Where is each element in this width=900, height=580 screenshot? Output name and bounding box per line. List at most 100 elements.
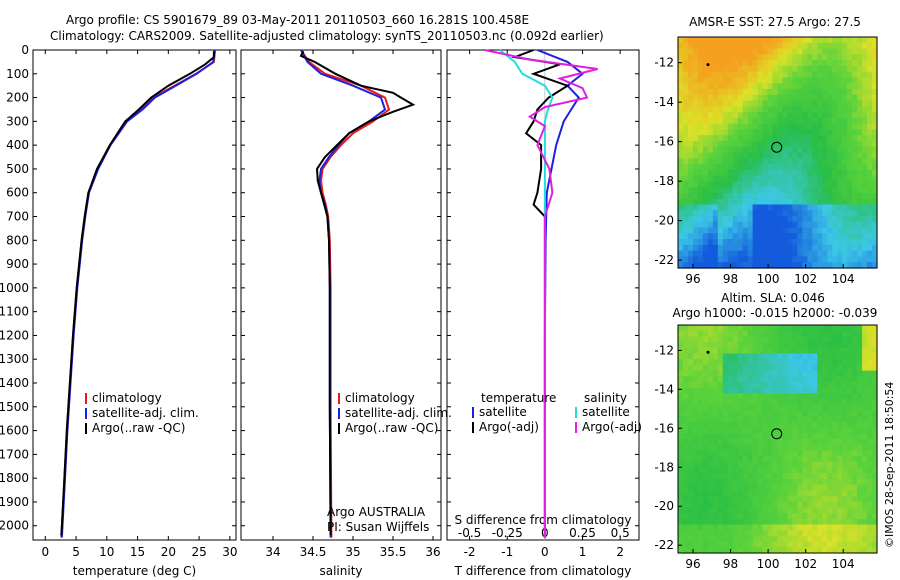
map-cell <box>802 100 808 107</box>
map-cell <box>707 210 714 217</box>
map-cell <box>752 152 759 159</box>
map-cell <box>727 112 734 119</box>
map-cell <box>817 192 823 200</box>
map-cell <box>832 112 838 119</box>
map-cell <box>732 77 739 84</box>
map-cell <box>787 169 794 177</box>
map-cell <box>807 146 813 154</box>
map-cell <box>692 48 699 55</box>
map-cell <box>727 524 734 531</box>
map-cell <box>757 262 764 269</box>
map-cell <box>752 473 759 480</box>
map-cell <box>817 129 823 136</box>
map-cell <box>722 210 729 217</box>
map-cell <box>722 530 729 537</box>
map-cell <box>697 393 704 400</box>
map-cell <box>782 507 789 514</box>
map-cell <box>777 336 784 343</box>
map-cell <box>822 227 828 234</box>
map-cell <box>732 421 739 429</box>
map-cell <box>817 387 823 394</box>
map-cell <box>857 152 863 159</box>
map-cell <box>777 347 784 355</box>
map-cell <box>747 473 754 480</box>
map-cell <box>867 65 873 73</box>
map-cell <box>802 244 808 252</box>
map-cell <box>732 524 739 531</box>
map-cell <box>797 123 803 131</box>
map-cell <box>812 364 818 372</box>
map-cell <box>872 216 878 223</box>
map-cell <box>702 112 709 119</box>
map-cell <box>737 221 744 229</box>
map-cell <box>837 530 843 537</box>
map-cell <box>697 439 704 446</box>
map-cell <box>767 478 774 486</box>
map-cell <box>822 181 828 188</box>
x-tick-label: 15 <box>130 545 145 559</box>
map-cell <box>842 175 848 182</box>
map-cell <box>847 513 853 520</box>
map-cell <box>777 239 784 246</box>
map-cell <box>682 169 689 177</box>
map-cell <box>707 250 714 258</box>
map-cell <box>837 135 843 142</box>
map-cell <box>678 433 684 440</box>
map-cell <box>712 192 719 200</box>
map-cell <box>712 204 719 211</box>
map-cell <box>727 507 734 514</box>
map-cell <box>847 54 853 61</box>
map-cell <box>842 456 848 463</box>
map-cell <box>752 325 759 332</box>
map-cell <box>867 427 873 434</box>
map-cell <box>842 325 848 332</box>
map-cell <box>712 473 719 480</box>
map-cell <box>747 541 754 548</box>
map-cell <box>687 37 694 44</box>
map-cell <box>687 181 694 188</box>
map-cell <box>757 227 764 234</box>
map-cell <box>742 83 749 90</box>
map-cell <box>832 359 838 366</box>
map-cell <box>802 88 808 96</box>
map-cell <box>842 393 848 400</box>
map-cell <box>687 88 694 96</box>
map-cell <box>717 353 724 360</box>
map-cell <box>787 325 794 332</box>
map-cell <box>757 77 764 84</box>
map-cell <box>762 198 769 206</box>
map-cell <box>707 112 714 119</box>
map-cell <box>842 187 848 194</box>
map-cell <box>742 210 749 217</box>
map-cell <box>822 535 828 543</box>
map-cell <box>862 77 868 84</box>
map-cell <box>852 158 858 165</box>
map-cell <box>822 439 828 446</box>
map-cell <box>737 65 744 73</box>
map-cell <box>772 112 779 119</box>
map-cell <box>837 244 843 252</box>
map-cell <box>727 325 734 332</box>
map-cell <box>752 77 759 84</box>
map-cell <box>697 342 704 349</box>
map-cell <box>837 387 843 394</box>
map-cell <box>812 204 818 211</box>
map-cell <box>867 461 873 469</box>
map-cell <box>842 37 848 44</box>
y-tick-label: 400 <box>6 138 29 152</box>
map-cell <box>827 100 833 107</box>
map-cell <box>802 478 808 486</box>
map-cell <box>707 547 714 554</box>
map-cell <box>767 496 774 503</box>
map-cell <box>747 42 754 50</box>
map-cell <box>742 370 749 377</box>
map-cell <box>832 518 838 526</box>
map-cell <box>852 83 858 90</box>
map-cell <box>792 427 798 434</box>
map-cell <box>837 216 843 223</box>
map-cell <box>707 129 714 136</box>
map-cell <box>732 478 739 486</box>
map-cell <box>807 187 813 194</box>
map-cell <box>787 210 794 217</box>
map-cell <box>732 461 739 469</box>
